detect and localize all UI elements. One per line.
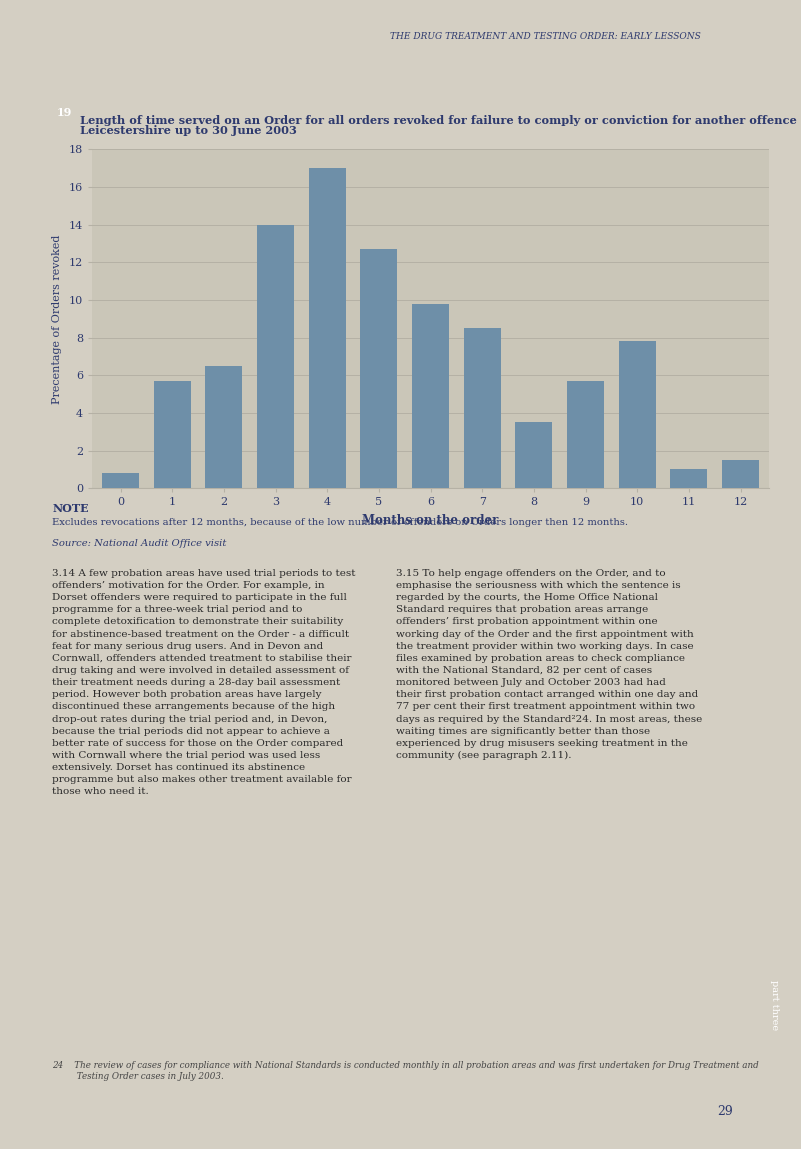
Y-axis label: Precentage of Orders revoked: Precentage of Orders revoked: [52, 234, 62, 403]
Text: part three: part three: [771, 980, 779, 1031]
Text: NOTE: NOTE: [52, 503, 89, 515]
Bar: [618, 341, 656, 488]
Bar: [670, 470, 707, 488]
Text: THE DRUG TREATMENT AND TESTING ORDER: EARLY LESSONS: THE DRUG TREATMENT AND TESTING ORDER: EA…: [390, 32, 701, 41]
Text: 29: 29: [717, 1105, 733, 1118]
Bar: [102, 473, 139, 488]
Bar: [257, 225, 294, 488]
Bar: [360, 249, 397, 488]
Text: Source: National Audit Office visit: Source: National Audit Office visit: [52, 539, 227, 548]
Bar: [205, 365, 243, 488]
Text: Length of time served on an Order for all orders revoked for failure to comply o: Length of time served on an Order for al…: [80, 115, 801, 126]
Text: Excludes revocations after 12 months, because of the low number of offenders on : Excludes revocations after 12 months, be…: [52, 518, 628, 527]
Text: 3.15 To help engage offenders on the Order, and to
emphasise the seriousness wit: 3.15 To help engage offenders on the Ord…: [396, 569, 702, 761]
Bar: [722, 460, 759, 488]
Bar: [308, 168, 346, 488]
X-axis label: Months on the order: Months on the order: [362, 515, 499, 527]
Text: 24    The review of cases for compliance with National Standards is conducted mo: 24 The review of cases for compliance wi…: [52, 1061, 759, 1080]
Bar: [567, 381, 604, 488]
Bar: [154, 381, 191, 488]
Bar: [515, 423, 553, 488]
Bar: [412, 303, 449, 488]
Bar: [464, 329, 501, 488]
Text: Leicestershire up to 30 June 2003: Leicestershire up to 30 June 2003: [80, 125, 297, 137]
Text: 3.14 A few probation areas have used trial periods to test
offenders’ motivation: 3.14 A few probation areas have used tri…: [52, 569, 356, 796]
Text: 19: 19: [56, 107, 72, 118]
